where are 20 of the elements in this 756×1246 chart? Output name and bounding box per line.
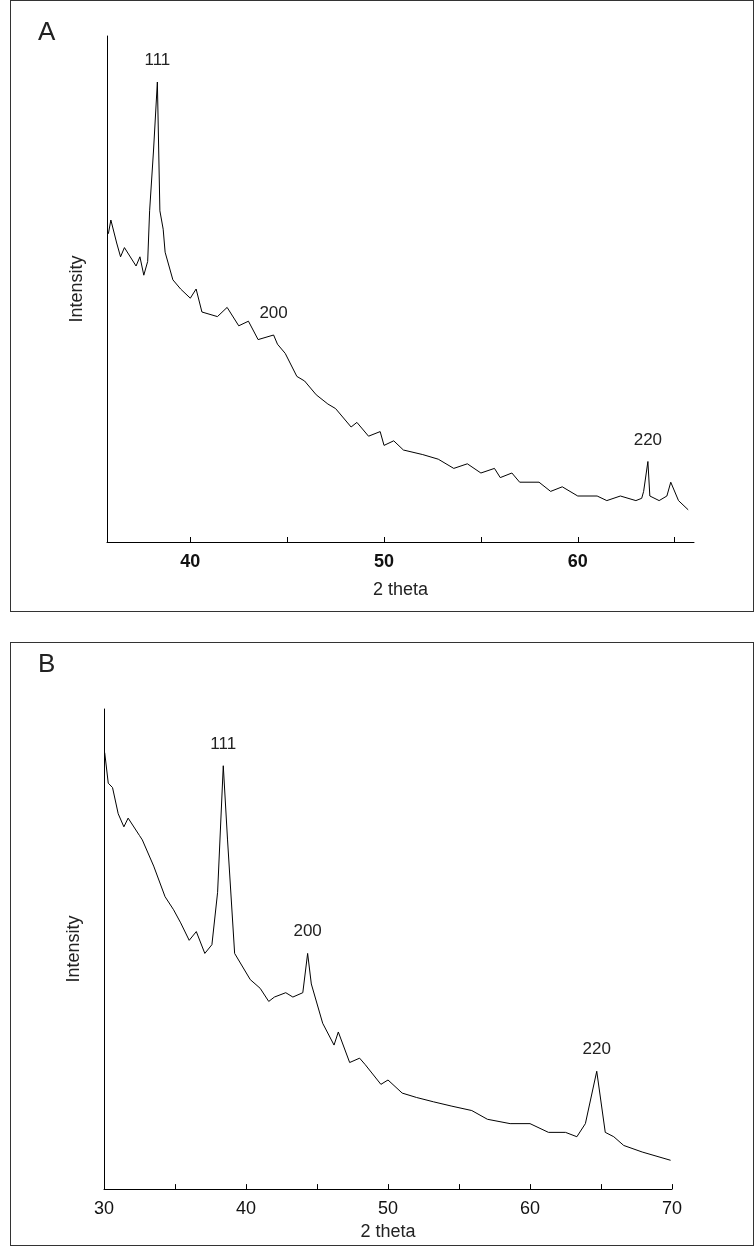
annotation: 111: [144, 50, 171, 69]
x-tick-label: 50: [377, 1198, 399, 1219]
x-axis-title: 2 theta: [372, 579, 430, 599]
annotation: 220: [633, 429, 663, 449]
x-tick-label: 40: [180, 551, 201, 571]
chart-title: B: [38, 648, 56, 678]
annotation: 111: [210, 733, 237, 753]
x-tick-label: 40: [235, 1198, 257, 1219]
x-axis-title: 2 theta: [360, 1221, 417, 1241]
x-tick-label: 70: [661, 1198, 683, 1219]
x-tick-label: 60: [519, 1198, 541, 1219]
x-tick-label: 60: [567, 551, 588, 571]
annotation: 220: [582, 1039, 611, 1059]
y-axis-title: Intensity: [66, 255, 86, 323]
y-axis-title: Intensity: [63, 915, 83, 983]
annotation: 200: [293, 921, 322, 941]
x-tick-label: 50: [374, 551, 395, 571]
x-tick-label: 30: [93, 1198, 115, 1219]
annotation: 200: [259, 303, 288, 322]
chart-title: A: [38, 16, 56, 46]
